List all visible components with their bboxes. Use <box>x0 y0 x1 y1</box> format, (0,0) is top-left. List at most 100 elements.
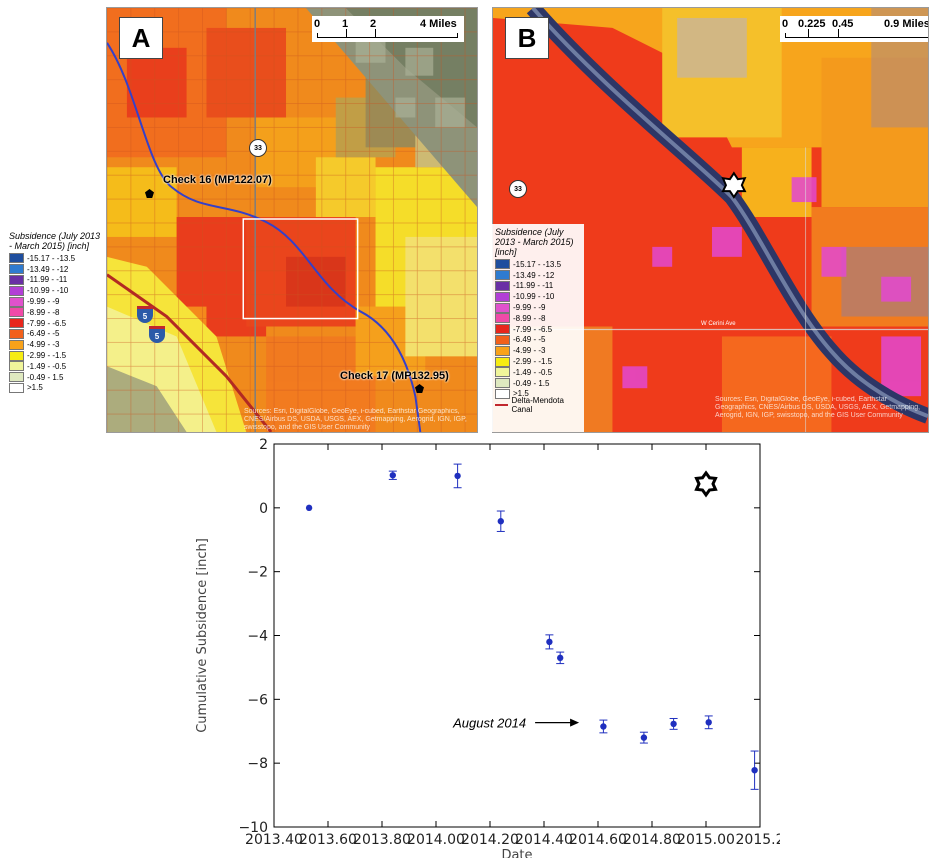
legend-swatch <box>495 302 510 313</box>
legend-item: -9.99 - -9 <box>6 296 106 307</box>
plot-frame <box>273 443 761 828</box>
scale-bar-a: 0 1 2 4 Miles <box>312 16 464 42</box>
attribution-text: Sources: Esri, DigitalGlobe, GeoEye, i-c… <box>244 408 467 431</box>
scale-tick <box>346 29 347 37</box>
legend-title: Subsidence (July 2013 - March 2015) [inc… <box>495 227 574 257</box>
legend-item: -9.99 - -9 <box>492 302 584 313</box>
scale-tick <box>808 29 809 37</box>
legend-swatch <box>9 274 24 285</box>
legend-swatch <box>495 367 510 378</box>
check-16-label: Check 16 (MP122.07) <box>163 174 272 186</box>
x-tick-label: 2014.20 <box>461 832 519 848</box>
legend-swatch <box>9 382 24 393</box>
legend-item: -10.99 - -10 <box>492 291 584 302</box>
legend-swatch <box>495 345 510 356</box>
legend-item: -6.49 - -5 <box>492 334 584 346</box>
legend-item-label: -7.99 - -6.5 <box>513 324 553 334</box>
legend-swatch <box>9 372 24 383</box>
legend-item: -11.99 - -11 <box>492 280 584 292</box>
data-point <box>546 638 553 646</box>
legend-item: >1.5 <box>6 382 106 394</box>
legend-item-label: -2.99 - -1.5 <box>513 357 553 367</box>
legend-item: -2.99 - -1.5 <box>6 350 106 361</box>
annotation-arrowhead <box>570 718 580 727</box>
legend-item-label: -8.99 - -8 <box>513 313 546 323</box>
legend-item-label: -0.49 - 1.5 <box>513 378 550 388</box>
legend-item-label: -1.49 - -0.5 <box>27 361 67 371</box>
scale-tick <box>838 29 839 37</box>
legend-item: -0.49 - 1.5 <box>492 378 584 389</box>
legend-item: -10.99 - -10 <box>6 285 106 296</box>
scale-tick-label: 1 <box>342 18 349 30</box>
y-tick-label: −10 <box>238 820 268 836</box>
check-17-marker <box>415 384 424 393</box>
legend-item: -8.99 - -8 <box>492 313 584 324</box>
data-point <box>389 472 396 479</box>
legend-item: -11.99 - -11 <box>6 274 106 286</box>
legend-item-label: -10.99 - -10 <box>513 292 555 302</box>
legend-item-label: >1.5 <box>513 389 529 399</box>
legend-swatch <box>495 388 510 399</box>
data-point <box>705 719 712 726</box>
map-attribution-a: Sources: Esri, DigitalGlobe, GeoEye, i-c… <box>244 408 476 432</box>
y-axis-title: Cumulative Subsidence [inch] <box>195 538 210 733</box>
legend-item: -15.17 - -13.5 <box>6 253 106 264</box>
data-point <box>557 654 564 662</box>
legend-item: -1.49 - -0.5 <box>6 361 106 372</box>
x-axis-title: Date <box>501 848 532 858</box>
legend-title: Subsidence (July 2013 - March 2015) [inc… <box>9 231 101 251</box>
legend-swatch <box>9 296 24 307</box>
scale-tick-label: 0 <box>782 18 789 30</box>
legend-item-label: -10.99 - -10 <box>27 286 69 296</box>
x-tick-label: 2013.60 <box>299 832 357 848</box>
legend-item-label: -13.49 - -12 <box>27 264 69 274</box>
legend-item: -15.17 - -13.5 <box>492 259 584 270</box>
star-marker-icon <box>694 470 718 498</box>
legend-swatch <box>495 356 510 367</box>
legend-swatch <box>9 253 24 264</box>
legend-swatch <box>9 264 24 275</box>
legend-item-label: -15.17 - -13.5 <box>513 259 562 269</box>
x-tick-label: 2014.80 <box>623 832 681 848</box>
legend-item-label: -13.49 - -12 <box>513 270 555 280</box>
legend-swatch <box>9 350 24 361</box>
legend-item: >1.5 <box>492 388 584 400</box>
data-point <box>600 723 607 730</box>
scale-tick <box>375 29 376 37</box>
legend-item-label: -9.99 - -9 <box>513 303 546 313</box>
y-tick-label: −4 <box>247 629 268 645</box>
legend-item: -2.99 - -1.5 <box>492 356 584 367</box>
legend-canal-label: Delta-Mendota Canal <box>511 395 564 414</box>
legend-item: -4.99 - -3 <box>6 339 106 350</box>
scale-tick-label: 0.225 <box>798 18 826 30</box>
legend-swatch <box>495 324 510 335</box>
data-point <box>497 518 504 525</box>
scale-tick-label: 0 <box>314 18 321 30</box>
attribution-text: Sources: Esri, DigitalGlobe, GeoEye, i-c… <box>715 396 921 419</box>
y-tick-label: −8 <box>247 756 268 772</box>
legend-item-label: -7.99 - -6.5 <box>27 318 67 328</box>
interstate-5-shield: 5 <box>149 326 165 343</box>
legend-swatch <box>495 334 510 345</box>
legend-swatch <box>9 328 24 339</box>
legend-item-label: -15.17 - -13.5 <box>27 253 76 263</box>
scale-bar-line <box>785 33 928 38</box>
data-point <box>751 766 758 774</box>
legend-item-label: -6.49 - -5 <box>27 329 60 339</box>
scale-tick-label: 2 <box>370 18 377 30</box>
legend-swatch <box>9 318 24 329</box>
legend-item-label: -0.49 - 1.5 <box>27 372 64 382</box>
panel-b-label: B <box>505 17 549 59</box>
x-tick-label: 2015.00 <box>677 832 735 848</box>
y-tick-label: 2 <box>259 437 268 453</box>
legend-swatch <box>495 259 510 270</box>
y-tick-label: −2 <box>247 565 268 581</box>
y-tick-label: 0 <box>259 501 268 517</box>
legend-item: -4.99 - -3 <box>492 345 584 356</box>
legend-item: -1.49 - -0.5 <box>492 367 584 378</box>
legend-item: -7.99 - -6.5 <box>492 324 584 335</box>
legend-item-label: >1.5 <box>27 383 43 393</box>
legend-item-label: -11.99 - -11 <box>27 275 68 285</box>
legend-swatch <box>9 361 24 372</box>
x-tick-label: 2014.60 <box>569 832 627 848</box>
